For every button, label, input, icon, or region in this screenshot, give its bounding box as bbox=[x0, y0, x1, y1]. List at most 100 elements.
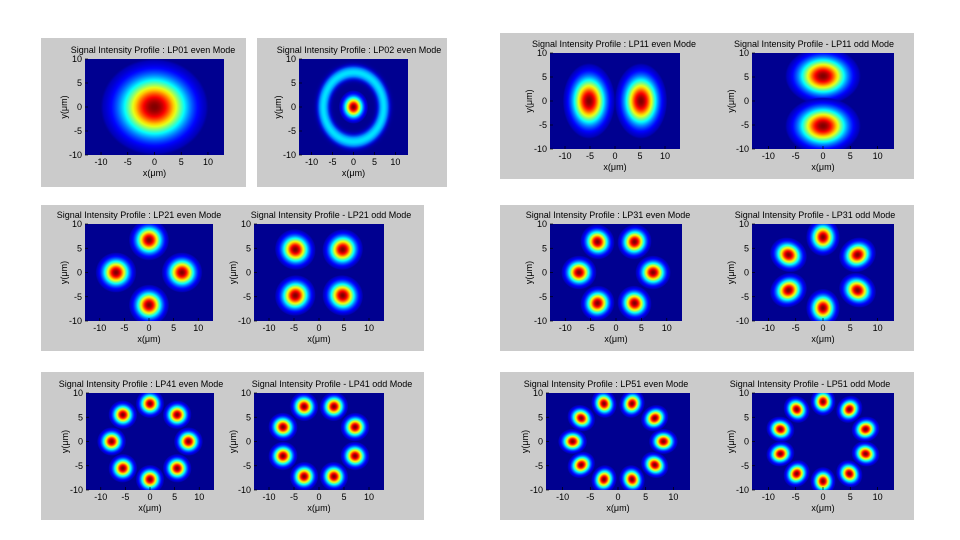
mode-plot-lp11-odd: Signal Intensity Profile - LP11 odd Mode… bbox=[705, 33, 914, 179]
y-tick-label: 0 bbox=[744, 437, 749, 447]
intensity-heatmap bbox=[546, 393, 690, 490]
x-tick-label: 10 bbox=[390, 157, 400, 167]
intensity-lobe bbox=[319, 393, 349, 422]
x-axis-label: x(μm) bbox=[811, 503, 834, 513]
y-tick-label: -5 bbox=[535, 461, 543, 471]
x-tick-label: -5 bbox=[792, 151, 800, 161]
y-tick-label: 0 bbox=[78, 437, 83, 447]
y-tick-label: 0 bbox=[246, 268, 251, 278]
intensity-lobe bbox=[851, 416, 880, 443]
intensity-heatmap bbox=[550, 53, 680, 149]
intensity-lobe bbox=[835, 395, 863, 424]
x-tick-label: -5 bbox=[290, 323, 298, 333]
x-axis-label: x(μm) bbox=[604, 334, 627, 344]
y-tick-label: -10 bbox=[534, 144, 547, 154]
x-axis-label: x(μm) bbox=[143, 168, 166, 178]
x-tick-label: 5 bbox=[372, 157, 377, 167]
intensity-lobe bbox=[590, 464, 617, 490]
intensity-lobe bbox=[766, 416, 795, 443]
intensity-heatmap bbox=[254, 393, 384, 490]
y-tick-label: -10 bbox=[70, 485, 83, 495]
intensity-lobe bbox=[268, 441, 298, 471]
y-tick-label: -10 bbox=[69, 150, 82, 160]
y-tick-label: -5 bbox=[243, 461, 251, 471]
y-tick-label: 10 bbox=[739, 48, 749, 58]
y-tick-label: 5 bbox=[77, 243, 82, 253]
intensity-lobe bbox=[617, 285, 652, 321]
intensity-heatmap bbox=[752, 224, 894, 321]
y-tick-label: 0 bbox=[77, 268, 82, 278]
x-tick-label: -5 bbox=[124, 157, 132, 167]
intensity-lobe bbox=[561, 255, 597, 290]
x-tick-label: -10 bbox=[262, 323, 275, 333]
x-tick-label: 5 bbox=[848, 323, 853, 333]
intensity-lobe bbox=[128, 284, 170, 321]
y-tick-label: 5 bbox=[78, 412, 83, 422]
y-tick-label: 10 bbox=[73, 388, 83, 398]
mode-plot-lp41-even: Signal Intensity Profile : LP41 even Mod… bbox=[41, 372, 231, 520]
x-tick-label: 0 bbox=[820, 323, 825, 333]
y-tick-label: 5 bbox=[744, 72, 749, 82]
x-tick-label: 10 bbox=[203, 157, 213, 167]
intensity-lobe bbox=[769, 237, 808, 273]
y-tick-label: 0 bbox=[77, 102, 82, 112]
y-axis-label: y(μm) bbox=[520, 430, 530, 453]
y-tick-label: 5 bbox=[246, 412, 251, 422]
intensity-lobe bbox=[135, 464, 165, 490]
intensity-lobe bbox=[557, 428, 588, 455]
x-tick-label: 0 bbox=[612, 151, 617, 161]
intensity-lobe bbox=[319, 461, 349, 490]
x-axis-label: x(μm) bbox=[606, 503, 629, 513]
y-tick-label: -10 bbox=[283, 150, 296, 160]
x-tick-label: 0 bbox=[351, 157, 356, 167]
x-tick-label: -10 bbox=[305, 157, 318, 167]
y-tick-label: 10 bbox=[739, 388, 749, 398]
intensity-lobe bbox=[108, 453, 138, 483]
plot-title: Signal Intensity Profile - LP41 odd Mode bbox=[251, 379, 413, 389]
plot-title: Signal Intensity Profile - LP31 odd Mode bbox=[734, 210, 896, 220]
intensity-heatmap bbox=[299, 59, 408, 155]
y-tick-label: 10 bbox=[72, 219, 82, 229]
y-tick-label: 5 bbox=[542, 72, 547, 82]
x-tick-label: 10 bbox=[194, 492, 204, 502]
intensity-lobe bbox=[619, 464, 646, 490]
intensity-lobe bbox=[617, 224, 652, 260]
x-tick-label: 0 bbox=[613, 323, 618, 333]
intensity-lobe bbox=[635, 255, 671, 290]
intensity-lobe bbox=[838, 272, 877, 308]
intensity-lobe bbox=[838, 237, 877, 273]
x-axis-label: x(μm) bbox=[137, 334, 160, 344]
x-tick-label: 10 bbox=[873, 492, 883, 502]
intensity-lobe bbox=[590, 393, 617, 419]
x-tick-label: 5 bbox=[639, 323, 644, 333]
y-tick-label: -5 bbox=[243, 292, 251, 302]
x-tick-label: 10 bbox=[668, 492, 678, 502]
intensity-lobe bbox=[766, 440, 795, 467]
x-tick-label: 0 bbox=[152, 157, 157, 167]
intensity-lobe bbox=[580, 285, 615, 321]
intensity-lobe bbox=[614, 62, 668, 140]
plot-title: Signal Intensity Profile : LP02 even Mod… bbox=[276, 45, 442, 55]
x-tick-label: -10 bbox=[95, 157, 108, 167]
y-tick-label: 10 bbox=[537, 48, 547, 58]
intensity-lobe bbox=[784, 97, 862, 149]
mode-plot-lp31-even: Signal Intensity Profile : LP31 even Mod… bbox=[500, 205, 705, 351]
intensity-lobe bbox=[567, 451, 596, 479]
intensity-heatmap bbox=[254, 224, 384, 321]
y-tick-label: -5 bbox=[539, 292, 547, 302]
y-tick-label: -5 bbox=[75, 461, 83, 471]
intensity-lobe bbox=[135, 393, 165, 419]
intensity-lobe bbox=[289, 393, 319, 422]
intensity-lobe bbox=[95, 252, 137, 293]
intensity-lobe bbox=[96, 427, 127, 456]
x-tick-label: 10 bbox=[364, 323, 374, 333]
y-tick-label: 10 bbox=[739, 219, 749, 229]
intensity-heatmap bbox=[550, 224, 682, 321]
x-tick-label: 0 bbox=[146, 323, 151, 333]
y-axis-label: y(μm) bbox=[59, 261, 69, 284]
mode-plot-lp01-even: Signal Intensity Profile : LP01 even Mod… bbox=[41, 38, 246, 187]
mode-plot-lp51-odd: Signal Intensity Profile - LP51 odd Mode… bbox=[705, 372, 914, 520]
x-tick-label: 5 bbox=[341, 323, 346, 333]
x-tick-label: 0 bbox=[316, 492, 321, 502]
intensity-lobe bbox=[640, 404, 669, 432]
